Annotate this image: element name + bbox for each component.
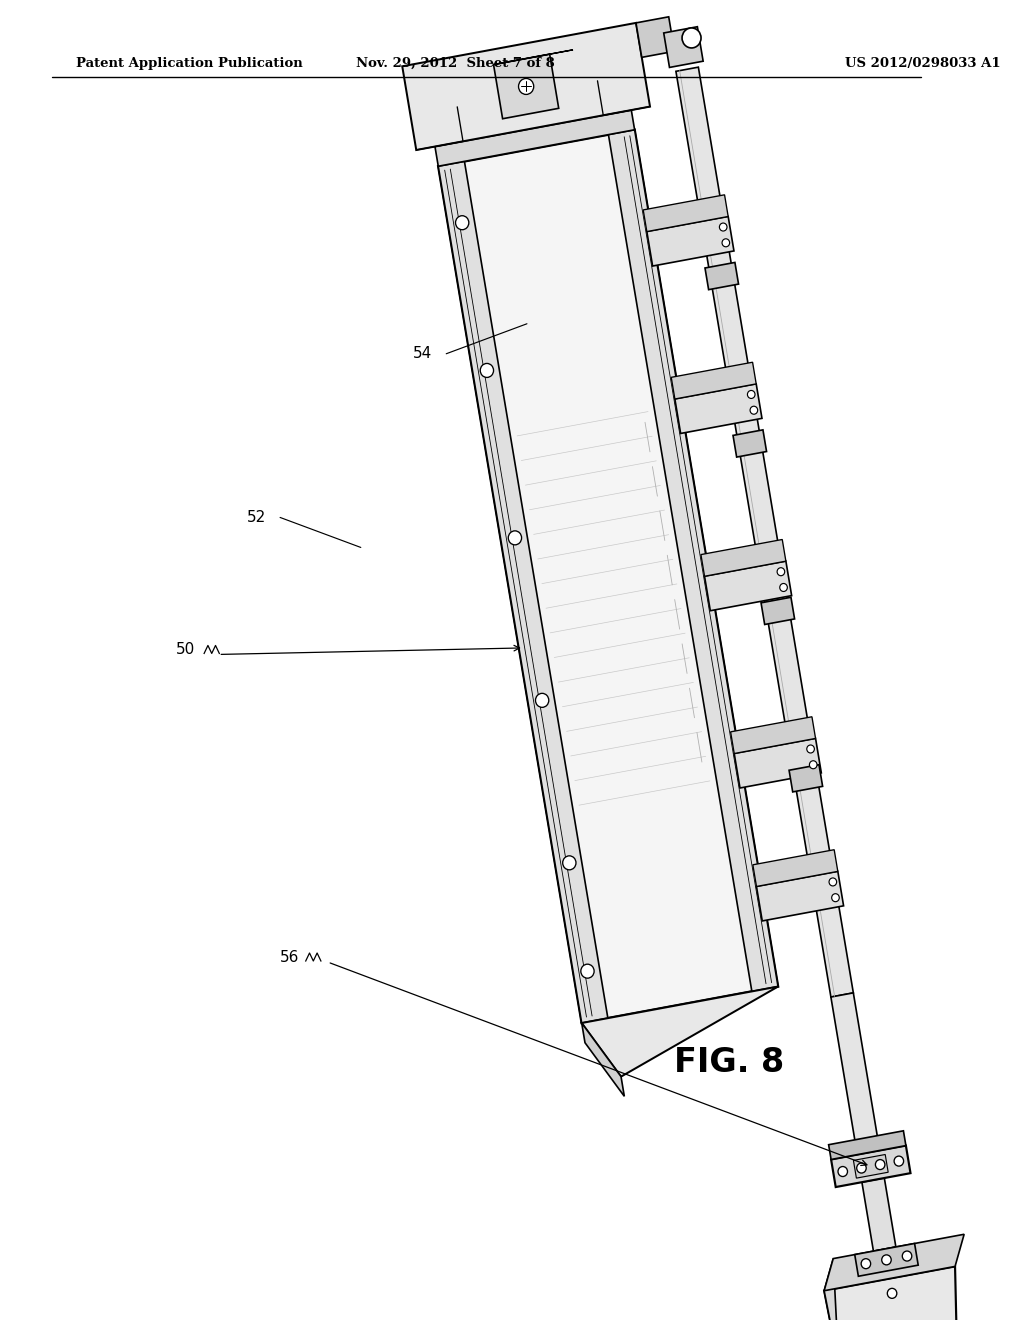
Polygon shape [757,871,844,921]
Text: Nov. 29, 2012  Sheet 7 of 8: Nov. 29, 2012 Sheet 7 of 8 [356,57,555,70]
Polygon shape [664,26,703,67]
Polygon shape [730,717,815,754]
Polygon shape [734,738,821,788]
Polygon shape [790,764,822,792]
Text: 56: 56 [281,949,299,965]
Circle shape [581,964,594,978]
Circle shape [861,1259,870,1269]
Polygon shape [643,195,728,231]
Polygon shape [672,362,756,399]
Circle shape [807,744,814,752]
Text: US 2012/0298033 A1: US 2012/0298033 A1 [845,57,1000,70]
Polygon shape [824,1266,958,1320]
Polygon shape [824,1258,856,1320]
Text: Patent Application Publication: Patent Application Publication [76,57,303,70]
Circle shape [682,28,701,48]
Circle shape [518,78,534,95]
Circle shape [508,531,521,545]
Circle shape [720,223,727,231]
Circle shape [563,855,575,870]
Circle shape [894,1156,903,1166]
Circle shape [750,407,758,414]
Polygon shape [862,1177,896,1251]
Text: 50: 50 [176,642,195,657]
Circle shape [857,1163,866,1173]
Circle shape [902,1251,911,1261]
Polygon shape [608,129,778,991]
Polygon shape [402,22,650,150]
Polygon shape [761,597,795,624]
Circle shape [777,568,784,576]
Polygon shape [828,1131,906,1159]
Polygon shape [830,993,880,1155]
Polygon shape [582,986,778,1077]
Polygon shape [494,54,559,119]
Circle shape [876,1159,885,1170]
Polygon shape [700,540,785,577]
Text: 54: 54 [413,346,432,362]
Text: 52: 52 [247,510,266,525]
Circle shape [888,1288,897,1299]
Polygon shape [676,67,853,997]
Polygon shape [675,384,762,433]
Polygon shape [582,1023,625,1097]
Polygon shape [494,50,573,65]
Polygon shape [438,161,608,1023]
Polygon shape [705,263,738,289]
Circle shape [831,894,840,902]
Text: FIG. 8: FIG. 8 [674,1045,784,1078]
Polygon shape [435,110,635,166]
Polygon shape [438,129,778,1023]
Circle shape [456,215,469,230]
Polygon shape [831,1146,910,1187]
Circle shape [838,1167,848,1176]
Polygon shape [705,561,792,611]
Polygon shape [824,1234,965,1291]
Polygon shape [733,430,767,457]
Circle shape [480,363,494,378]
Polygon shape [855,1243,919,1276]
Polygon shape [853,1155,888,1179]
Circle shape [536,693,549,708]
Circle shape [722,239,730,247]
Circle shape [882,1255,891,1265]
Polygon shape [636,17,675,57]
Circle shape [779,583,787,591]
Polygon shape [647,216,734,267]
Circle shape [748,391,755,399]
Polygon shape [753,850,838,887]
Circle shape [809,760,817,768]
Circle shape [829,878,837,886]
